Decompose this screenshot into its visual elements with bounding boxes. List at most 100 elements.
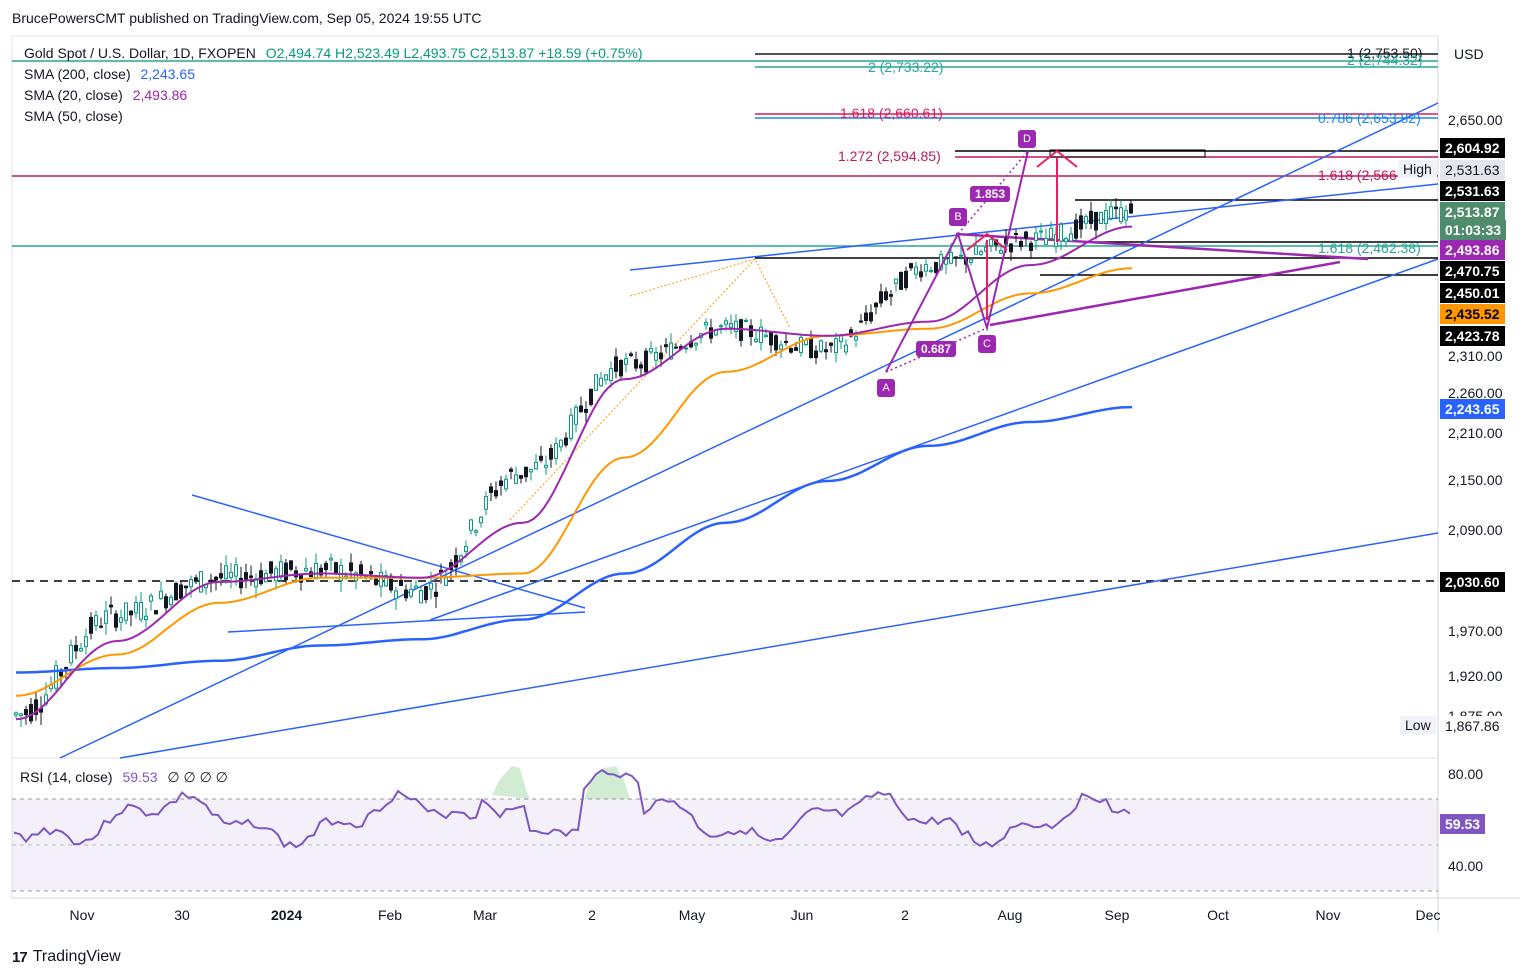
price-label: 1,867.86 <box>1440 716 1505 736</box>
candle-body <box>274 568 278 582</box>
time-tick: Oct <box>1207 907 1229 923</box>
rsi-line <box>13 768 1131 849</box>
candle-body <box>499 480 503 487</box>
rsi-value: 59.53 <box>122 769 158 785</box>
price-label: 2,513.87 <box>1440 202 1505 222</box>
candle-body <box>634 359 638 369</box>
candle-body <box>744 319 748 322</box>
candle-body <box>404 589 408 599</box>
candle-body <box>394 590 398 600</box>
candle-body <box>379 571 383 587</box>
tradingview-logo-icon: 17 <box>12 948 28 966</box>
candle-body <box>319 567 323 576</box>
candle-body <box>659 352 663 360</box>
candle-body <box>554 443 558 459</box>
time-tick: Mar <box>472 907 498 923</box>
candle-body <box>584 408 588 413</box>
candle-body <box>759 326 763 344</box>
sma20-legend[interactable]: SMA (20, close) 2,493.86 <box>24 87 187 103</box>
candle-body <box>249 575 253 578</box>
rsi-legend[interactable]: RSI (14, close) 59.53 ∅ ∅ ∅ ∅ <box>20 769 228 786</box>
candle-body <box>399 579 403 586</box>
trendline-triangle-bottom <box>227 611 586 633</box>
fib-label-2b: 2 (2,744.32) <box>1347 52 1423 68</box>
candle-body <box>1064 237 1068 243</box>
candle-body <box>1129 203 1133 214</box>
candle-body <box>99 625 103 628</box>
candle-body <box>104 610 108 624</box>
candle-body <box>74 644 78 652</box>
candle-body <box>829 342 833 346</box>
candle-body <box>929 269 933 272</box>
candle-body <box>904 270 908 289</box>
candle-body <box>969 259 973 263</box>
candle-body <box>419 590 423 604</box>
sma200-legend[interactable]: SMA (200, close) 2,243.65 <box>24 66 195 82</box>
candle-body <box>504 478 508 490</box>
price-label: 59.53 <box>1440 814 1486 834</box>
price-label: 2,423.78 <box>1440 326 1505 346</box>
candle-body <box>854 336 858 341</box>
candle-body <box>239 577 243 589</box>
candle-body <box>574 406 578 425</box>
candle-body <box>824 349 828 353</box>
candle-body <box>724 320 728 325</box>
sma20-line <box>15 225 1133 721</box>
candle-body <box>519 475 523 479</box>
time-tick: 2 <box>901 907 909 923</box>
candle-body <box>1114 206 1118 210</box>
candle-body <box>1094 211 1098 231</box>
candle-body <box>229 571 233 579</box>
candle-body <box>1034 232 1038 241</box>
candle-body <box>889 294 893 297</box>
symbol-legend[interactable]: Gold Spot / U.S. Dollar, 1D, FXOPEN O2,4… <box>24 45 643 61</box>
candle-body <box>529 468 533 473</box>
candle-body <box>214 576 218 581</box>
candle-body <box>444 577 448 586</box>
price-tick: 1,920.00 <box>1448 668 1503 684</box>
candle-body <box>609 368 613 381</box>
candle-body <box>1069 233 1073 242</box>
candle-body <box>1019 241 1023 248</box>
candle-body <box>484 496 488 510</box>
symbol-name: Gold Spot / U.S. Dollar, 1D, FXOPEN <box>24 45 256 61</box>
candle-body <box>989 238 993 247</box>
candle-body <box>579 405 583 413</box>
trendline-upper <box>629 183 1439 271</box>
candle-body <box>569 414 573 440</box>
time-tick: Feb <box>377 907 403 923</box>
price-tick: 2,310.00 <box>1448 348 1503 364</box>
price-label: 2,243.65 <box>1440 399 1505 419</box>
currency-label[interactable]: USD <box>1454 46 1484 62</box>
sma50-legend[interactable]: SMA (50, close) <box>24 108 123 124</box>
sma20-label: SMA (20, close) <box>24 87 123 103</box>
candle-body <box>544 464 548 468</box>
candle-body <box>734 320 738 332</box>
candle-body <box>834 338 838 354</box>
price-tick: 2,260.00 <box>1448 385 1503 401</box>
tradingview-footer[interactable]: 17 TradingView <box>12 948 121 966</box>
candle-body <box>539 455 543 461</box>
ratio-label-ac: 0.687 <box>916 341 957 357</box>
candle-body <box>599 377 603 387</box>
candle-body <box>489 486 493 493</box>
candle-body <box>1084 216 1088 224</box>
candle-body <box>914 266 918 275</box>
candle-body <box>199 571 203 593</box>
candle-body <box>109 604 113 608</box>
candle-body <box>674 346 678 349</box>
trendline-long-channel <box>59 102 1439 759</box>
time-tick: 2024 <box>271 907 303 923</box>
candle-body <box>54 665 58 689</box>
arrow-head-2 <box>1036 149 1078 168</box>
candle-body <box>349 562 353 572</box>
price-label: 2,470.75 <box>1440 261 1505 281</box>
price-tick: 2,150.00 <box>1448 472 1503 488</box>
candle-body <box>564 437 568 446</box>
candle-body <box>864 312 868 322</box>
sma200-line <box>16 405 1133 674</box>
candle-body <box>779 344 783 350</box>
candle-body <box>64 667 68 670</box>
rsi-label: RSI (14, close) <box>20 769 113 785</box>
